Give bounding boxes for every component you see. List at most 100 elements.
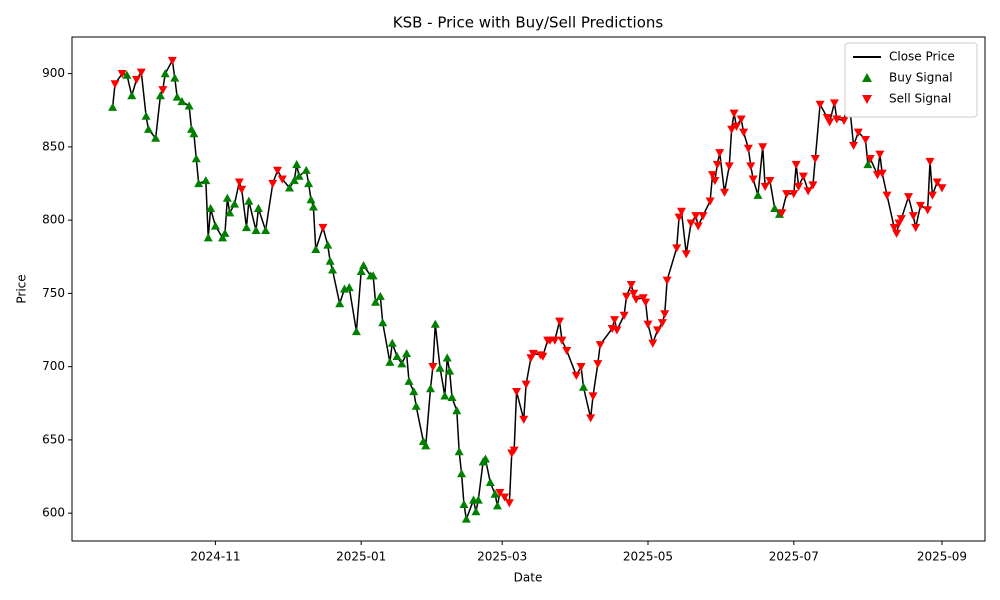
signal-marker <box>203 233 213 242</box>
signal-marker <box>927 191 937 200</box>
signal-marker <box>727 125 737 134</box>
signal-marker <box>492 501 502 510</box>
plot-frame <box>71 36 986 542</box>
signal-marker <box>471 507 481 516</box>
signal-marker <box>853 128 863 137</box>
signal-marker <box>273 166 283 175</box>
signal-marker <box>631 295 641 304</box>
signal-marker <box>932 178 942 187</box>
signal-marker <box>509 446 519 455</box>
signal-marker <box>782 190 792 199</box>
signal-marker <box>318 223 328 232</box>
signal-marker <box>746 162 756 171</box>
signal-marker <box>860 135 870 145</box>
signal-marker <box>167 56 177 65</box>
signal-marker <box>359 261 369 270</box>
signal-marker <box>719 188 729 197</box>
signal-marker <box>925 157 935 167</box>
signal-marker <box>629 289 639 298</box>
signal-marker <box>743 144 753 153</box>
signal-marker <box>371 297 381 306</box>
signal-marker <box>244 196 254 205</box>
signal-marker <box>731 122 741 131</box>
signal-marker <box>155 91 165 100</box>
signal-marker <box>430 319 440 328</box>
signal-marker <box>825 118 835 127</box>
signal-marker <box>457 469 467 478</box>
signal-marker <box>378 318 388 327</box>
signal-marker <box>877 169 887 178</box>
signal-marker <box>798 172 808 181</box>
signal-marker <box>765 176 775 186</box>
signal-marker <box>385 357 395 366</box>
signal-marker <box>117 70 127 79</box>
signal-marker <box>686 219 696 228</box>
signal-marker <box>194 179 204 188</box>
signal-marker <box>753 190 763 199</box>
signal-marker <box>335 299 345 308</box>
signal-marker <box>241 222 251 232</box>
signal-marker <box>593 360 603 369</box>
signal-marker <box>490 489 500 498</box>
signal-marker <box>158 86 168 95</box>
signal-marker <box>447 392 457 402</box>
signal-marker <box>619 311 629 320</box>
signal-marker <box>555 317 565 326</box>
signal-marker <box>789 190 799 199</box>
signal-marker <box>110 80 120 89</box>
signal-marker <box>160 69 170 78</box>
signal-marker <box>409 387 419 396</box>
signal-marker <box>648 339 658 348</box>
signal-marker <box>356 266 366 276</box>
signal-marker <box>368 271 378 280</box>
signal-marker <box>151 133 161 142</box>
signal-marker <box>421 441 431 450</box>
signal-marker <box>681 250 691 259</box>
signal-marker <box>277 175 287 184</box>
signal-marker <box>512 387 522 397</box>
signal-marker <box>404 376 414 385</box>
signal-marker <box>538 352 548 361</box>
signal-marker <box>710 176 720 186</box>
signal-marker <box>504 499 514 508</box>
signal-marker <box>454 447 464 456</box>
signal-marker <box>528 349 538 358</box>
signal-marker <box>865 155 875 164</box>
signal-marker <box>595 341 605 350</box>
signal-marker <box>189 129 199 138</box>
y-axis-label: Price <box>15 274 29 303</box>
signal-marker <box>473 495 483 504</box>
signal-marker <box>206 203 216 213</box>
chart-title: KSB - Price with Buy/Sell Predictions <box>393 14 664 32</box>
signal-marker <box>435 363 445 372</box>
signal-marker <box>610 316 620 325</box>
legend-box <box>844 42 978 118</box>
signal-marker <box>323 240 333 249</box>
signal-marker <box>791 160 801 169</box>
signal-marker <box>325 256 335 265</box>
signal-marker <box>691 212 701 221</box>
signal-marker <box>392 351 402 360</box>
x-tick-label: 2025-09 <box>917 550 967 564</box>
signal-marker <box>612 326 622 335</box>
signal-marker <box>777 209 787 218</box>
legend-swatch <box>862 73 872 82</box>
signal-marker <box>222 193 232 202</box>
signal-marker <box>803 187 813 196</box>
signal-marker <box>638 294 648 303</box>
signal-marker <box>822 113 832 123</box>
signal-marker <box>882 191 892 200</box>
x-tick-label: 2025-03 <box>477 550 527 564</box>
signal-marker <box>141 111 151 120</box>
signal-marker <box>736 115 746 124</box>
x-axis-label: Date <box>514 571 543 585</box>
signal-marker <box>621 292 631 301</box>
signal-marker <box>108 102 118 111</box>
signal-marker <box>480 454 490 463</box>
signal-marker <box>294 171 304 180</box>
signal-marker <box>521 380 531 389</box>
signal-marker <box>849 141 859 150</box>
signal-marker <box>172 92 182 101</box>
signal-marker <box>127 91 137 100</box>
signal-marker <box>705 197 715 206</box>
